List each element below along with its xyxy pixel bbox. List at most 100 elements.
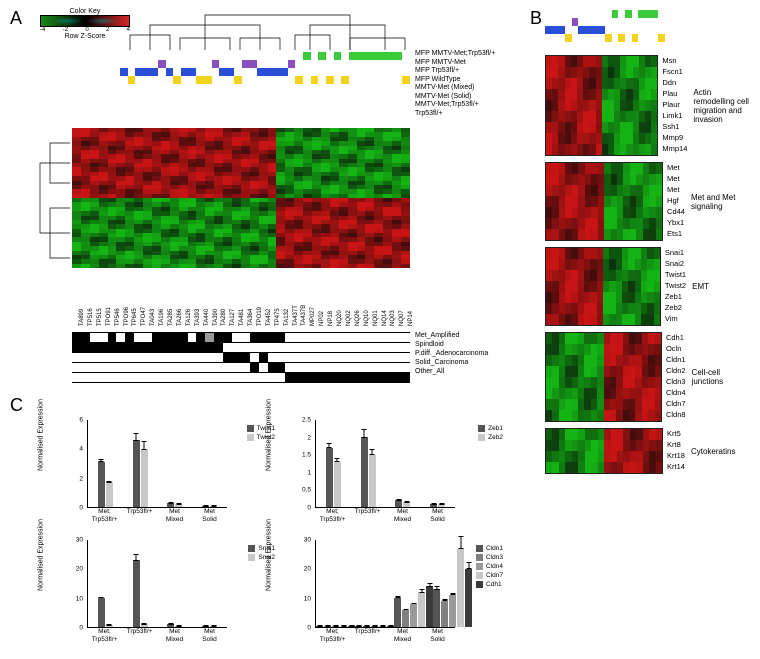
genotype-bar-cell (143, 68, 151, 76)
heatmap-cell (81, 264, 90, 268)
genotype-bar-cell (565, 34, 572, 42)
genotype-legend-item: MFP Trp53fl/+ (415, 67, 495, 76)
legend-swatch (247, 425, 254, 432)
feature-bar-cell (143, 333, 152, 342)
heatmap-cell (392, 264, 401, 268)
heatmap-col (188, 128, 197, 268)
genotype-bar-cell (592, 26, 599, 34)
gene-label: Snai1 (665, 247, 686, 258)
heatmap-cell (656, 163, 662, 174)
feature-bar-cell (374, 333, 383, 342)
genotype-bar-cell (395, 68, 403, 76)
genotype-bar-cell (227, 68, 235, 76)
feature-bar-cell (357, 363, 366, 372)
bar (426, 586, 433, 627)
panel-b-group: MetMetMetHgfCd44Ybx1Ets1Met and Met sign… (545, 162, 750, 241)
genotype-bar-cell (318, 60, 326, 68)
genotype-bar-cell (349, 60, 357, 68)
genotype-bar-cell (250, 76, 258, 84)
legend-item: Cldn1 (476, 544, 503, 553)
genotype-bar-cell (372, 52, 380, 60)
bar-group (316, 420, 351, 507)
x-tick: MetSolid (420, 508, 455, 526)
color-key-bar (40, 15, 130, 27)
feature-bar-cell (374, 343, 383, 352)
sample-label: TA364 (248, 309, 254, 326)
legend-item: Cldn3 (476, 553, 503, 562)
sample-label: TP546 (115, 308, 121, 326)
genotype-bar-cell (558, 26, 565, 34)
genotype-bar-cell (625, 26, 632, 34)
genotype-bar-cell (578, 34, 585, 42)
error-bar (144, 441, 145, 450)
genotype-bar-cell (303, 76, 311, 84)
heatmap-cell (654, 248, 660, 259)
y-axis-label: Normalised Expression (266, 519, 273, 591)
genotype-bar-cell (638, 18, 645, 26)
legend-swatch (476, 581, 483, 588)
plot-area (315, 540, 455, 628)
genotype-bar-cell (652, 34, 659, 42)
genotype-bar-cell (402, 76, 410, 84)
feature-bar-cell (321, 353, 330, 362)
y-tick: 30 (76, 537, 83, 544)
feature-bar-cell (339, 353, 348, 362)
genotype-bar-cell (151, 76, 159, 84)
sample-label: TP645 (132, 308, 138, 326)
genotype-bar-cell (219, 68, 227, 76)
genotype-bar-cell (265, 60, 273, 68)
genotype-bar-cell (196, 68, 204, 76)
heatmap-col (232, 128, 241, 268)
sample-label: TA452 (266, 309, 272, 326)
x-tick: Trp53fl/+ (350, 628, 385, 646)
error-bar (468, 562, 469, 570)
y-ticks: 00.511.522.5 (293, 420, 313, 508)
feature-bar-cell (259, 373, 268, 382)
genotype-bar-cell (612, 34, 619, 42)
feature-bar-cell (223, 353, 232, 362)
genotype-bar-cell (578, 10, 585, 18)
bar (430, 504, 437, 507)
y-tick: 0 (307, 625, 311, 632)
feature-bar-cell (232, 333, 241, 342)
feature-bar-row (72, 332, 410, 342)
genotype-bar-cell (120, 76, 128, 84)
feature-bar-cell (294, 333, 303, 342)
x-tick: MetSolid (192, 628, 227, 646)
feature-bar-cell (357, 333, 366, 342)
feature-bar-cell (285, 353, 294, 362)
sample-label: TPO47 (141, 307, 147, 326)
sample-label: TA266 (177, 309, 183, 326)
feature-bar-cell (392, 373, 401, 382)
bar (348, 626, 355, 627)
gene-label: Hgf (667, 195, 685, 206)
genotype-bar-cell (166, 76, 174, 84)
feature-bar-cell (143, 343, 152, 352)
legend-item: Zeb1 (478, 424, 503, 433)
genotype-bar-cell (379, 76, 387, 84)
heatmap-col (392, 128, 401, 268)
bar (167, 503, 174, 507)
genotype-bar-cell (632, 10, 639, 18)
genotype-bar-cell (295, 76, 303, 84)
feature-legend: Met_AmplifiedSpindloidP.diff._Adenocarci… (415, 331, 488, 376)
heatmap-cell (655, 377, 661, 388)
heatmap-cell (116, 264, 125, 268)
heatmap-cell (99, 264, 108, 268)
genotype-bar-cell (387, 68, 395, 76)
genotype-bar-cell (578, 26, 585, 34)
sample-label: TA280 (221, 309, 227, 326)
feature-bar-cell (188, 373, 197, 382)
genotype-bar-cell (552, 26, 559, 34)
heatmap-col (374, 128, 383, 268)
feature-bar-cell (357, 343, 366, 352)
genotype-bar-cell (143, 60, 151, 68)
heatmap-cell (285, 264, 294, 268)
gene-label: Ets1 (667, 228, 685, 239)
heatmap-cell (143, 264, 152, 268)
genotype-bar-cell (558, 34, 565, 42)
feature-bar-cell (330, 343, 339, 352)
gene-label: Met (667, 173, 685, 184)
genotype-bar-cell (257, 52, 265, 60)
genotype-bar-cell (387, 76, 395, 84)
